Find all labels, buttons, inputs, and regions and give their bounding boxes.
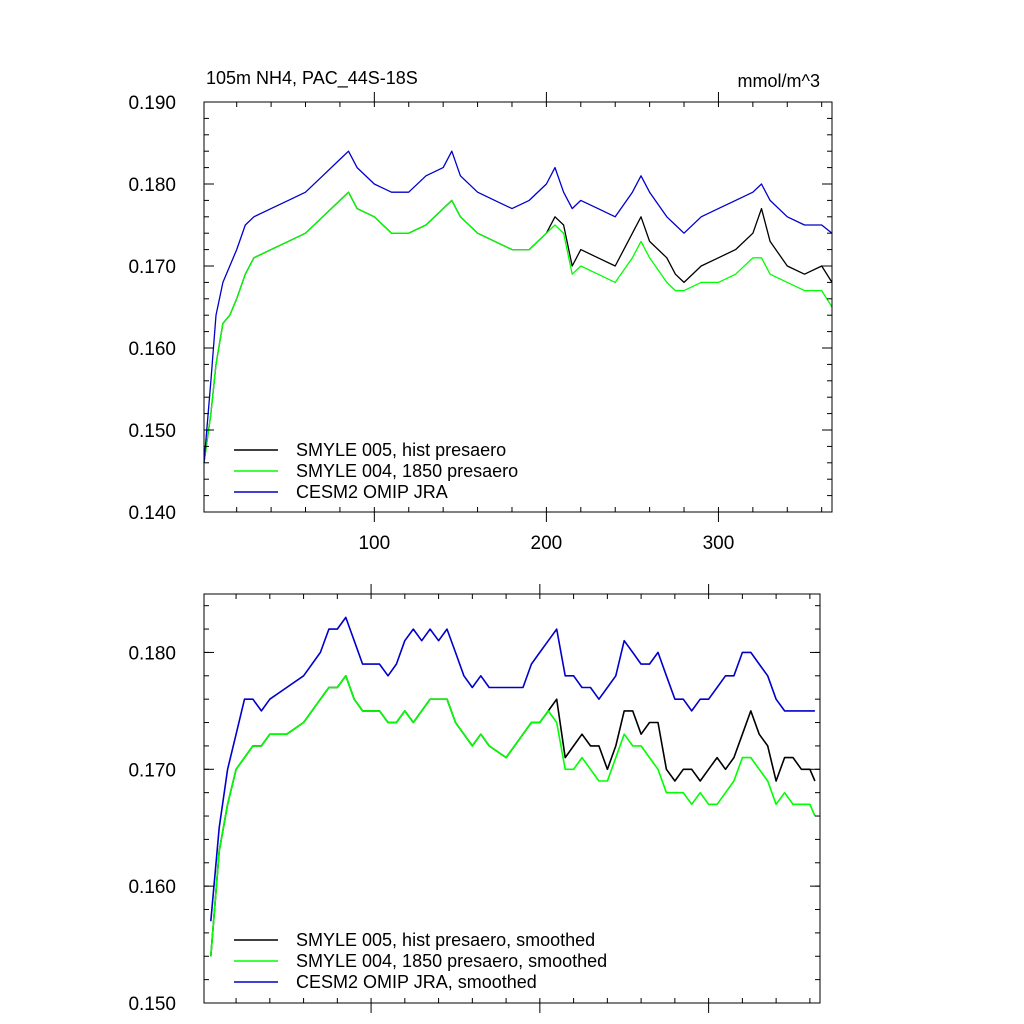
legend-label-1: SMYLE 005, hist presaero, smoothed <box>296 930 595 950</box>
y-tick-label: 0.180 <box>128 175 176 196</box>
y-tick-label: 0.140 <box>128 503 176 524</box>
y-tick-label: 0.160 <box>128 339 176 360</box>
y-tick-label: 0.180 <box>128 643 176 664</box>
legend-label-1: SMYLE 005, hist presaero <box>296 440 506 460</box>
x-tick-label: 100 <box>358 533 390 554</box>
units-label: mmol/m^3 <box>738 71 820 91</box>
bottom-panel-chart: 0.150 0.160 0.170 0.180 SMYLE 005, hist pres… <box>128 584 821 1015</box>
series-line-1 <box>210 674 816 957</box>
legend-label-2: SMYLE 004, 1850 presaero <box>296 461 518 481</box>
series-line-1 <box>203 191 833 463</box>
chart-title: 105m NH4, PAC_44S-18S <box>206 68 418 89</box>
series-line-2 <box>210 674 816 957</box>
x-tick-label: 200 <box>531 533 563 554</box>
series-line-3 <box>203 150 833 463</box>
y-tick-label: 0.190 <box>128 93 176 114</box>
y-tick-label: 0.160 <box>128 877 176 898</box>
legend-label-3: CESM2 OMIP JRA <box>296 482 448 502</box>
series-line-2 <box>203 191 833 463</box>
top-panel-chart: 100 200 300 0.140 0.150 0.160 0.170 0.180 0.190 1… <box>128 68 833 554</box>
y-tick-label: 0.150 <box>128 421 176 442</box>
x-tick-label: 300 <box>703 533 735 554</box>
plot-frame <box>203 593 821 1004</box>
legend-label-2: SMYLE 004, 1850 presaero, smoothed <box>296 951 607 971</box>
series-line-3 <box>210 616 815 922</box>
y-tick-label: 0.170 <box>128 257 176 278</box>
legend-label-3: CESM2 OMIP JRA, smoothed <box>296 972 537 992</box>
y-tick-label: 0.170 <box>128 760 176 781</box>
plot-frame <box>203 101 833 513</box>
y-tick-label: 0.150 <box>128 994 176 1015</box>
